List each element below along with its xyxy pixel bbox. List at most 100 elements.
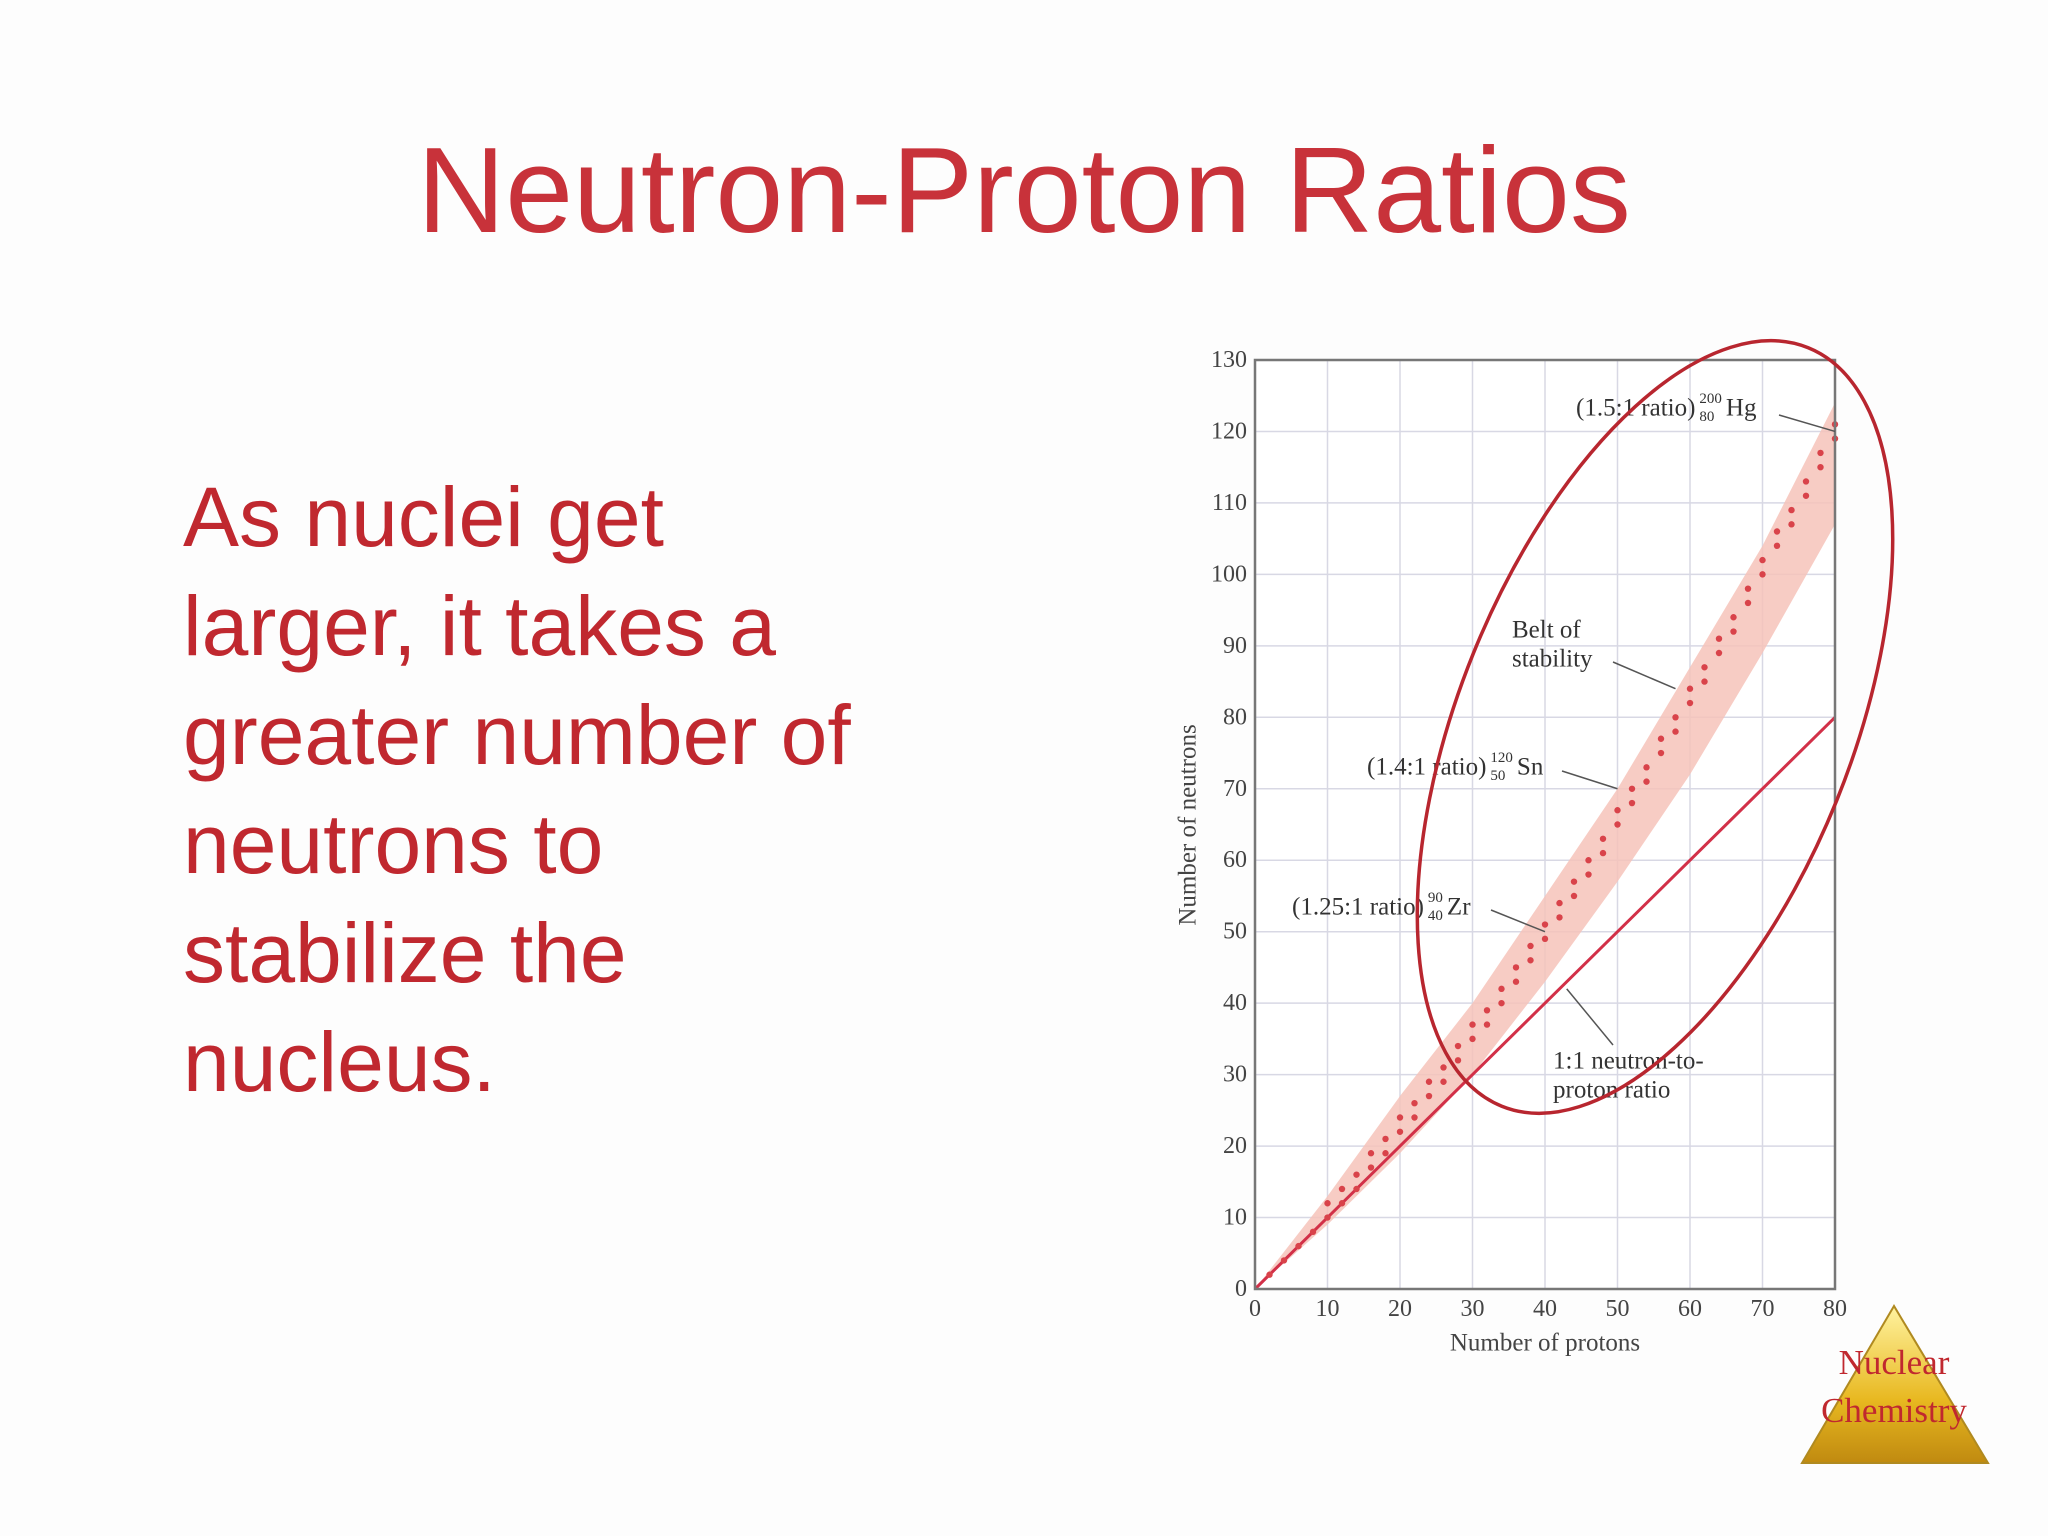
nuclide-point [1759,571,1766,578]
nuclide-point [1425,1092,1433,1100]
nuclide-point [1396,1128,1404,1135]
x-tick-label: 10 [1316,1296,1340,1322]
nuclide-point [1541,935,1549,943]
nuclide-point [1469,1021,1476,1028]
nuclide-point [1643,764,1650,771]
annotation-text: proton ratio [1553,1077,1670,1104]
y-tick-label: 100 [1211,561,1247,587]
nuclide-point [1353,1185,1360,1193]
nuclide-point [1483,1007,1491,1014]
nuclide-point [1425,1078,1433,1085]
nuclide-point [1483,1021,1491,1028]
annotation-text: stability [1512,646,1593,673]
nuclide-point [1527,957,1534,964]
element-symbol: Hg [1726,395,1757,422]
logo-triangle [1800,1304,1990,1464]
nuclide-point [1382,1135,1389,1143]
annotation-arrow [1561,770,1618,790]
nuclide-point [1411,1114,1418,1121]
y-tick-label: 20 [1223,1133,1247,1159]
nuclide-point [1686,699,1694,707]
logo-line: Chemistry [1821,1391,1967,1430]
nuclide-point [1643,778,1650,785]
nuclide-point [1382,1150,1389,1157]
nuclide-point [1628,799,1636,807]
nuclide-point [1730,614,1737,621]
atomic-number: 40 [1428,908,1443,924]
x-tick-label: 40 [1533,1296,1557,1322]
nuclide-point [1353,1171,1360,1178]
body-line: larger, it takes a [183,579,776,673]
annotation-text: 1:1 neutron-to- [1553,1048,1704,1075]
nuclide-point [1614,807,1621,814]
y-tick-label: 80 [1223,704,1247,730]
y-tick-label: 60 [1223,847,1247,873]
nuclide-point [1512,978,1520,985]
nuclide-point [1788,506,1795,514]
highlight-ellipse [1415,338,1895,1116]
nuclide-point [1541,921,1549,928]
body-line: neutrons to [183,797,603,891]
nuclide-point [1730,628,1737,635]
nuclide-point [1440,1078,1447,1085]
nuclide-point [1715,635,1723,642]
logo: Nuclear Chemistry [1800,1304,1990,1464]
element-symbol: Sn [1517,754,1544,781]
x-tick-label: 80 [1823,1296,1847,1322]
chart: 0 10 20 30 40 50 60 70 80 90 100 110 120 130 0 10 20 30 40… [1175,338,1895,1357]
nuclide-point [1802,492,1810,499]
nuclide-point [1570,892,1578,900]
y-tick-label: 120 [1211,418,1247,444]
nuclide-point [1715,649,1723,657]
x-tick-label: 60 [1678,1296,1702,1322]
body-line: stabilize the [183,906,627,1000]
y-tick-label: 130 [1211,347,1247,373]
slide-title: Neutron-Proton Ratios [417,122,1631,258]
nuclide-point [1440,1064,1447,1071]
nuclide-point [1367,1164,1375,1171]
y-tick-label: 110 [1212,490,1247,516]
nuclide-point [1324,1200,1331,1207]
nuclide-point [1686,685,1694,692]
nuclide-point [1527,942,1534,950]
nuclide-point [1657,735,1665,742]
y-tick-label: 30 [1223,1062,1247,1088]
nuclide-point [1599,849,1607,857]
logo-text: Nuclear Chemistry [1821,1343,1967,1430]
nuclide-point [1512,964,1520,971]
y-tick-label: 70 [1223,776,1247,802]
x-tick-label: 0 [1249,1296,1261,1322]
nuclide-point [1672,714,1679,721]
nuclide-point [1672,728,1679,735]
nuclide-point [1788,521,1795,528]
nuclide-point [1498,985,1505,993]
nuclide-point [1295,1242,1302,1250]
nuclide-point [1556,899,1563,907]
mass-number: 200 [1699,391,1722,407]
nuclide-point [1701,664,1708,671]
mass-number: 120 [1490,750,1513,766]
body-line: greater number of [183,688,851,782]
element-symbol: Zr [1447,894,1471,921]
body-line: As nuclei get [183,470,664,564]
y-axis-label: Number of neutrons [1175,724,1202,925]
x-tick-label: 20 [1388,1296,1412,1322]
nuclide-point [1324,1214,1331,1221]
annotation-arrow [1490,909,1546,933]
y-tick-label: 40 [1223,990,1247,1016]
nuclide-point [1701,678,1708,685]
body-text: As nuclei get larger, it takes a greater n… [183,470,851,1109]
annotation-text: (1.25:1 ratio) [1292,894,1424,921]
nuclide-point [1338,1185,1346,1193]
nuclide-point [1628,785,1636,792]
y-tick-label: 50 [1223,919,1247,945]
x-tick-label: 50 [1606,1296,1630,1322]
annotation-arrow [1566,988,1614,1046]
nuclide-point [1614,821,1621,828]
nuclide-point [1454,1057,1462,1064]
nuclide-point [1411,1100,1418,1107]
annotation-arrow [1778,414,1836,433]
y-tick-label: 0 [1235,1276,1247,1302]
x-axis-label: Number of protons [1450,1330,1640,1357]
